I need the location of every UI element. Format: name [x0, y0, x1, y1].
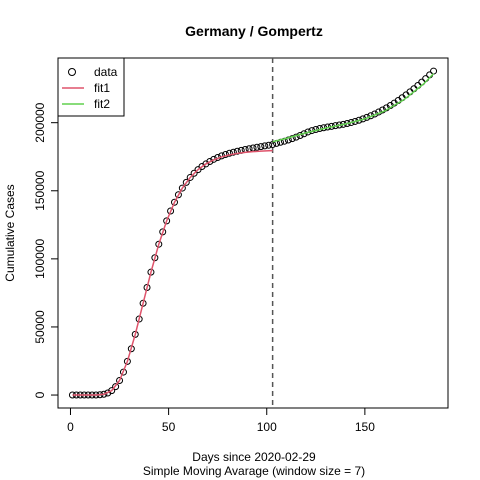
data-point [253, 143, 261, 151]
x-tick-label: 100 [257, 420, 277, 434]
data-point [116, 377, 124, 385]
x-tick-label: 150 [355, 420, 375, 434]
legend-label: fit2 [94, 97, 110, 111]
y-tick-label: 0 [33, 391, 47, 398]
data-point [170, 198, 178, 206]
data-point [178, 184, 186, 192]
data-point [155, 240, 163, 248]
data-point [257, 143, 265, 151]
y-axis-label: Cumulative Cases [3, 184, 17, 281]
legend-label: data [94, 65, 118, 79]
subtitle: Simple Moving Avarage (window size = 7) [143, 464, 365, 478]
data-point [123, 357, 131, 365]
data-point [284, 136, 292, 144]
data-point [351, 117, 359, 125]
data-point [233, 147, 241, 155]
data-point [265, 141, 273, 149]
y-tick-label: 150000 [33, 170, 47, 210]
x-axis-label: Days since 2020-02-29 [192, 450, 316, 464]
legend-box [57, 57, 125, 117]
data-point [225, 149, 233, 157]
y-tick-label: 100000 [33, 239, 47, 279]
data-point [186, 173, 194, 181]
data-point [163, 217, 171, 225]
x-tick-label: 0 [67, 420, 74, 434]
data-point [174, 191, 182, 199]
data-point [159, 228, 167, 236]
fit-line [272, 73, 435, 143]
data-point [206, 157, 214, 165]
data-point [229, 148, 237, 156]
data-point [182, 178, 190, 186]
y-tick-label: 50000 [33, 310, 47, 344]
data-point [261, 142, 269, 150]
data-point [190, 169, 198, 177]
data-point [288, 135, 296, 143]
data-point [167, 207, 175, 215]
data-point [108, 387, 116, 395]
data-point [430, 67, 438, 75]
data-point [112, 383, 120, 391]
chart-title: Germany / Gompertz [185, 23, 323, 39]
fit-line [72, 149, 273, 396]
y-tick-label: 200000 [33, 102, 47, 142]
x-tick-label: 50 [162, 420, 176, 434]
legend-marker [68, 68, 76, 76]
legend-label: fit1 [94, 81, 110, 95]
